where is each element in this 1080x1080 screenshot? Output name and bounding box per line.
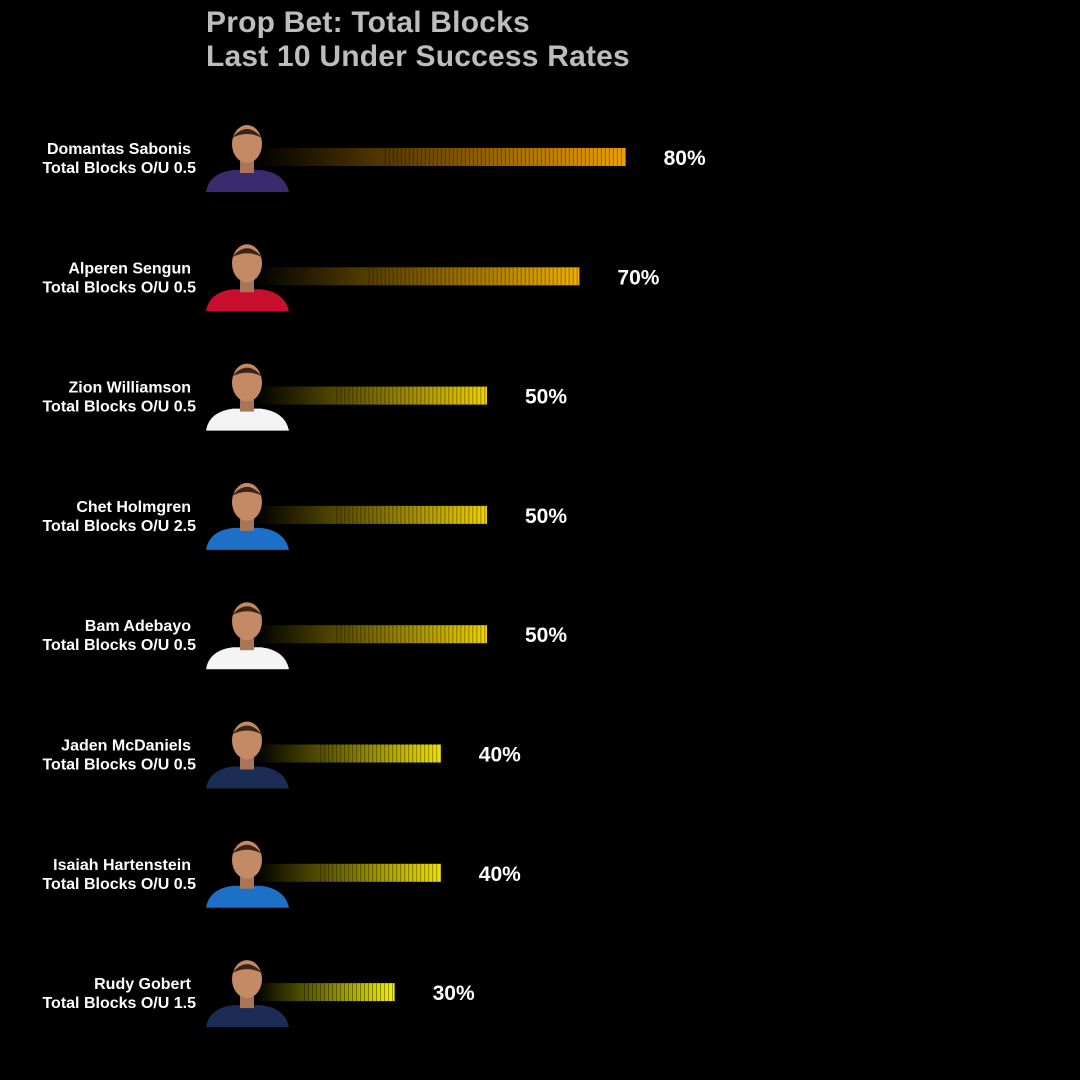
jersey <box>206 647 289 670</box>
bar <box>256 267 580 286</box>
chart-title-block: Prop Bet: Total Blocks Last 10 Under Suc… <box>206 6 630 74</box>
bar <box>256 386 487 405</box>
market-label: Total Blocks O/U 2.5 <box>42 518 196 535</box>
value-label: 40% <box>479 863 521 886</box>
jersey <box>206 766 289 789</box>
player-photo <box>206 721 289 789</box>
value-label: 30% <box>433 982 475 1005</box>
player-photo <box>206 125 289 192</box>
value-label: 50% <box>525 505 567 528</box>
hair <box>232 367 262 377</box>
bar <box>256 148 626 166</box>
player-name-label: Jaden McDaniels <box>61 738 191 755</box>
jersey <box>206 527 289 550</box>
player-name-label: Zion Williamson <box>68 380 191 397</box>
jersey <box>206 170 289 192</box>
hair <box>232 964 262 974</box>
value-label: 70% <box>617 266 659 289</box>
bar-texture <box>320 863 438 882</box>
value-label: 80% <box>664 147 706 170</box>
bar-texture <box>320 744 438 763</box>
hair <box>232 129 262 138</box>
bar-texture <box>336 386 486 405</box>
chart-title: Prop Bet: Total Blocks <box>206 6 530 39</box>
market-label: Total Blocks O/U 0.5 <box>42 279 196 296</box>
bar-row: Isaiah Hartenstein Total Blocks O/U 0.5 40… <box>42 840 521 908</box>
bar-texture <box>368 267 578 286</box>
player-photo <box>206 244 289 312</box>
bar-texture <box>384 148 622 166</box>
player-photo <box>206 363 289 431</box>
bar-row: Rudy Gobert Total Blocks O/U 1.5 30% <box>42 960 475 1028</box>
bar <box>256 625 487 644</box>
player-photo <box>206 482 289 550</box>
player-name-label: Isaiah Hartenstein <box>53 857 191 874</box>
player-name-label: Chet Holmgren <box>76 499 191 516</box>
value-label: 50% <box>525 624 567 647</box>
bar-row: Alperen Sengun Total Blocks O/U 0.5 70% <box>42 244 660 312</box>
value-label: 40% <box>479 744 521 767</box>
jersey <box>206 289 289 312</box>
hair <box>232 844 262 854</box>
bar-row: Jaden McDaniels Total Blocks O/U 0.5 40% <box>42 721 521 789</box>
hair <box>232 248 262 258</box>
player-name-label: Alperen Sengun <box>68 260 191 277</box>
jersey <box>206 1005 289 1028</box>
player-name-label: Bam Adebayo <box>85 618 191 635</box>
player-photo <box>206 840 289 908</box>
bar <box>256 744 441 763</box>
jersey <box>206 408 289 431</box>
jersey <box>206 885 289 908</box>
hair <box>232 725 262 735</box>
bar-row: Chet Holmgren Total Blocks O/U 2.5 50% <box>42 482 567 550</box>
bar-texture <box>336 505 486 524</box>
player-photo <box>206 960 289 1028</box>
value-label: 50% <box>525 386 567 409</box>
hair <box>232 486 262 496</box>
bar-texture <box>336 625 486 644</box>
hair <box>232 606 262 616</box>
bar <box>256 983 395 1002</box>
bar-row: Zion Williamson Total Blocks O/U 0.5 50% <box>42 363 567 431</box>
chart-subtitle: Last 10 Under Success Rates <box>206 40 630 73</box>
market-label: Total Blocks O/U 0.5 <box>42 399 196 416</box>
market-label: Total Blocks O/U 0.5 <box>42 160 196 177</box>
market-label: Total Blocks O/U 1.5 <box>42 995 196 1012</box>
market-label: Total Blocks O/U 0.5 <box>42 637 196 654</box>
player-name-label: Rudy Gobert <box>94 976 192 993</box>
bar-row: Domantas Sabonis Total Blocks O/U 0.5 80% <box>42 125 706 192</box>
market-label: Total Blocks O/U 0.5 <box>42 876 196 893</box>
market-label: Total Blocks O/U 0.5 <box>42 757 196 774</box>
player-photo <box>206 602 289 670</box>
player-name-label: Domantas Sabonis <box>47 141 191 158</box>
bar <box>256 863 441 882</box>
bar <box>256 505 487 524</box>
bar-texture <box>304 983 394 1002</box>
bar-row: Bam Adebayo Total Blocks O/U 0.5 50% <box>42 602 567 670</box>
